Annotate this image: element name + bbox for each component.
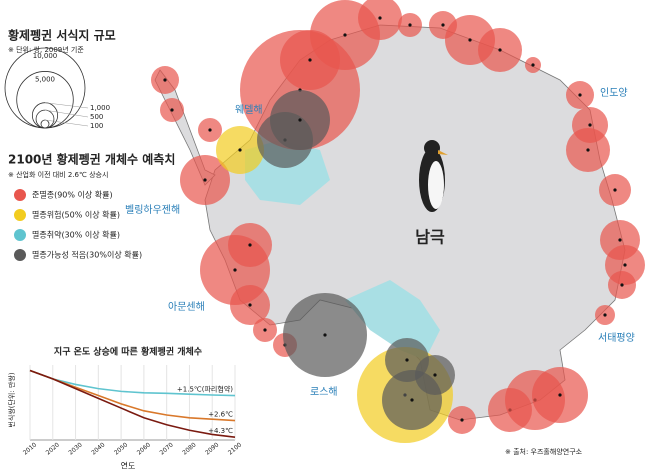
colony-dot	[586, 148, 590, 152]
colony-dot	[378, 16, 382, 20]
x-tick-label: 2060	[136, 441, 152, 456]
ross-sea	[345, 280, 440, 360]
legend-label: 멸종위험(50% 이상 확률)	[32, 210, 120, 220]
size-circle	[40, 119, 50, 129]
colony-dot	[588, 123, 592, 127]
line	[29, 369, 236, 397]
colony-dot	[468, 38, 472, 42]
size-label: 500	[90, 113, 103, 121]
colony-dot	[441, 23, 445, 27]
x-tick-label: 2090	[204, 441, 220, 456]
map-label: 아문센해	[168, 300, 205, 313]
size-label: 1,000	[90, 104, 110, 112]
x-axis-label: 연도	[121, 462, 136, 471]
x-tick-label: 2040	[90, 441, 106, 456]
x-tick-label: 2020	[45, 441, 61, 456]
legend-swatch	[14, 189, 26, 201]
y-axis-label: 번식쌍(단위: 만쌍)	[7, 372, 16, 427]
series-label: +1.5℃(파리협약)	[177, 385, 233, 394]
colony-dot	[405, 358, 409, 362]
leader	[44, 109, 89, 118]
colony-dot	[308, 58, 312, 62]
note: ※ 단위: 쌍, 2009년 기준	[8, 45, 84, 54]
colony-dot	[323, 333, 327, 337]
colony-dot	[203, 178, 207, 182]
colony-dot	[343, 33, 347, 37]
map-label: 웨델해	[235, 103, 263, 116]
map-label: 남극	[415, 228, 445, 247]
colony-dot	[433, 373, 437, 377]
colony-dot	[248, 303, 252, 307]
legend-label: 준멸종(90% 이상 확률)	[32, 190, 113, 200]
map-label: 벨링하우젠해	[125, 203, 180, 216]
penguin	[419, 140, 448, 212]
size-label: 5,000	[35, 75, 55, 83]
line	[29, 369, 236, 439]
map-label: 서태평양	[598, 332, 635, 344]
chart-title: 지구 온도 상승에 따른 황제펭귄 개체수	[54, 346, 202, 358]
series-label: +2.6℃	[208, 411, 233, 419]
x-tick-label: 2100	[227, 441, 243, 456]
colony-dot	[208, 128, 212, 132]
colony-dot	[263, 328, 267, 332]
colony-dot	[248, 243, 252, 247]
colony-dot	[408, 23, 412, 27]
leader	[44, 119, 89, 127]
x-tick-label: 2010	[22, 441, 38, 456]
colony	[358, 0, 402, 40]
colony-dot	[578, 93, 582, 97]
colony-dot	[460, 418, 464, 422]
colony-dot	[170, 108, 174, 112]
colony-dot	[498, 48, 502, 52]
x-tick-label: 2050	[113, 441, 129, 456]
colony-dot	[613, 188, 617, 192]
legend-swatch	[14, 249, 26, 261]
map-label: 인도양	[600, 87, 628, 99]
legend-title: 2100년 황제펭귄 개체수 예측치	[8, 152, 175, 167]
map-label: 로스해	[310, 385, 338, 398]
size-circle	[4, 47, 86, 129]
colony-dot	[603, 313, 607, 317]
colony-dot	[233, 268, 237, 272]
size-circle	[31, 102, 59, 129]
colony-dot	[531, 63, 535, 67]
colony-dot	[620, 283, 624, 287]
legend-note: ※ 산업화 이전 대비 2.6℃ 상승시	[8, 170, 108, 179]
size-label: 100	[90, 122, 103, 130]
series-label: +4.3℃	[208, 427, 233, 435]
colony-dot	[623, 263, 627, 267]
colony-dot	[298, 118, 302, 122]
size-label: 10,000	[33, 52, 58, 60]
legend-label: 멸종취약(30% 이상 확률)	[32, 230, 120, 240]
legend-swatch	[14, 229, 26, 241]
colony-dot	[618, 238, 622, 242]
title: 황제펭귄 서식지 규모	[8, 28, 116, 43]
colonies	[151, 0, 645, 443]
size-circle	[35, 109, 55, 129]
leader	[44, 102, 89, 109]
colony-dot	[163, 78, 167, 82]
x-tick-label: 2080	[181, 441, 197, 456]
colony-dot	[558, 393, 562, 397]
legend-swatch	[14, 209, 26, 221]
legend-label: 멸종가능성 적음(30%이상 확률)	[32, 250, 142, 260]
x-tick-label: 2070	[159, 441, 175, 456]
colony-dot	[410, 398, 414, 402]
colony-dot	[238, 148, 242, 152]
x-tick-label: 2030	[67, 441, 83, 456]
source: ※ 출처: 우즈홀해양연구소	[505, 447, 583, 456]
